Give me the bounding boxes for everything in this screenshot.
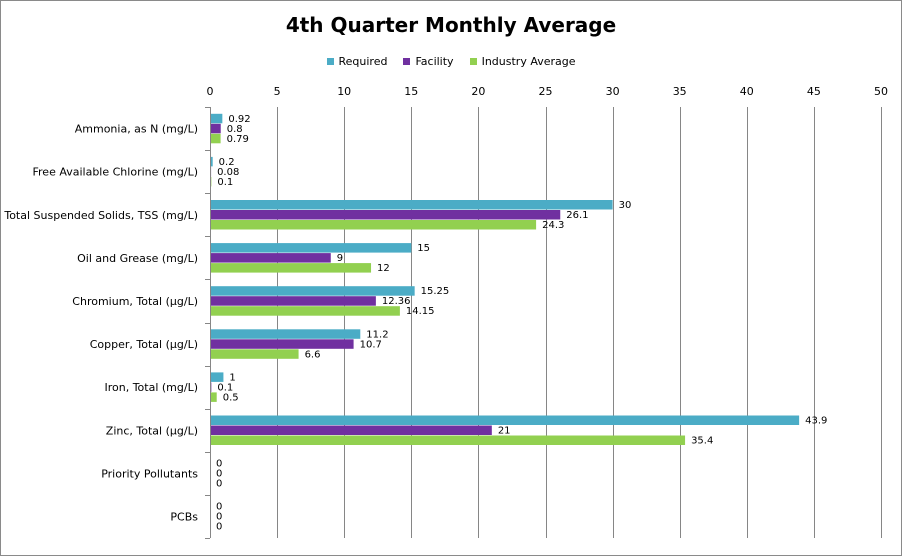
data-label: 21: [498, 426, 511, 437]
legend-swatch-required: [326, 58, 334, 65]
bar: [210, 253, 331, 263]
data-label: 26.1: [566, 210, 588, 221]
legend-label-facility: Facility: [415, 55, 454, 68]
data-label: 0: [216, 512, 222, 523]
data-label: 0.08: [217, 167, 239, 178]
x-tick-label: 50: [874, 85, 888, 98]
data-label: 0.92: [228, 114, 250, 125]
legend-label-required: Required: [338, 55, 388, 68]
bar: [210, 286, 415, 296]
data-label: 0: [216, 479, 222, 490]
x-tick-label: 35: [673, 85, 687, 98]
x-tick-label: 10: [337, 85, 351, 98]
bar: [210, 349, 299, 359]
data-label: 0: [216, 469, 222, 480]
data-label: 14.15: [406, 306, 435, 317]
bar: [210, 425, 492, 435]
data-label: 6.6: [305, 349, 321, 360]
data-label: 0: [216, 459, 222, 470]
bar: [210, 392, 217, 402]
data-label: 0: [216, 522, 222, 533]
data-label: 15: [417, 243, 430, 254]
data-label: 11.2: [366, 329, 388, 340]
data-label: 30: [619, 200, 632, 211]
bar: [210, 200, 613, 210]
legend-item-industry-average: Industry Average: [469, 55, 576, 68]
bar: [210, 113, 223, 124]
bar: [210, 210, 561, 220]
category-label: Free Available Chlorine (mg/L): [33, 166, 199, 179]
x-tick-label: 0: [207, 85, 214, 98]
category-label: Ammonia, as N (mg/L): [75, 123, 198, 136]
bar: [210, 263, 372, 273]
bar: [210, 435, 686, 445]
data-label: 12: [377, 263, 390, 274]
data-label: 15.25: [421, 286, 450, 297]
data-label: 12.36: [382, 296, 411, 307]
legend-item-facility: Facility: [403, 55, 454, 68]
bar: [210, 306, 400, 316]
category-label: Copper, Total (µg/L): [90, 338, 198, 351]
data-label: 0.1: [217, 382, 233, 393]
bar: [210, 329, 361, 339]
bar: [210, 372, 224, 382]
legend-swatch-industry-average: [469, 58, 477, 65]
data-label: 0.2: [219, 157, 235, 168]
data-label: 0.1: [217, 177, 233, 188]
legend-item-required: Required: [326, 55, 388, 68]
x-tick-label: 30: [606, 85, 620, 98]
x-tick-label: 40: [740, 85, 754, 98]
category-label: Iron, Total (mg/L): [104, 381, 198, 394]
category-label: Oil and Grease (mg/L): [77, 252, 198, 265]
x-tick-label: 45: [807, 85, 821, 98]
x-tick-label: 5: [274, 85, 281, 98]
chart-title: 4th Quarter Monthly Average: [285, 13, 617, 37]
legend-label-industry-average: Industry Average: [481, 55, 576, 68]
data-label: 0.8: [227, 124, 243, 135]
category-label: Zinc, Total (µg/L): [106, 424, 198, 437]
data-label: 10.7: [360, 339, 382, 350]
bar: [210, 243, 412, 253]
category-label: Total Suspended Solids, TSS (mg/L): [3, 209, 198, 222]
x-tick-label: 15: [404, 85, 418, 98]
bar: [210, 220, 537, 230]
x-tick-label: 20: [471, 85, 485, 98]
bar: [210, 123, 221, 134]
data-label: 0.79: [227, 134, 249, 145]
data-label: 9: [337, 253, 343, 264]
category-label: PCBs: [170, 510, 198, 523]
bar: [210, 415, 800, 425]
data-label: 35.4: [691, 436, 713, 447]
bar: [210, 296, 376, 306]
bar: [210, 339, 354, 349]
data-label: 43.9: [805, 416, 827, 427]
category-label: Chromium, Total (µg/L): [72, 295, 198, 308]
data-label: 1: [229, 372, 235, 383]
data-label: 0.5: [223, 392, 239, 403]
legend: Required Facility Industry Average: [1, 55, 901, 68]
legend-swatch-facility: [403, 58, 411, 65]
data-label: 0: [216, 502, 222, 513]
bar: [210, 133, 221, 144]
category-label: Priority Pollutants: [101, 467, 198, 480]
data-label: 24.3: [542, 220, 564, 231]
x-tick-label: 25: [539, 85, 553, 98]
bar: [210, 156, 213, 167]
